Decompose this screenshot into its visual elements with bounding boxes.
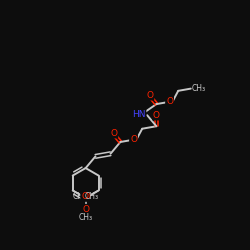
Text: CH₃: CH₃ (192, 84, 206, 93)
Text: HN: HN (132, 110, 145, 119)
Text: O: O (130, 135, 137, 144)
Text: O: O (81, 192, 88, 201)
Text: O: O (110, 128, 117, 138)
Text: O: O (153, 110, 160, 120)
Text: O: O (83, 192, 90, 201)
Text: O: O (166, 97, 173, 106)
Text: O: O (82, 205, 89, 214)
Text: CH₃: CH₃ (72, 192, 86, 201)
Text: CH₃: CH₃ (85, 192, 99, 201)
Text: CH₃: CH₃ (78, 213, 93, 222)
Text: O: O (146, 90, 154, 100)
